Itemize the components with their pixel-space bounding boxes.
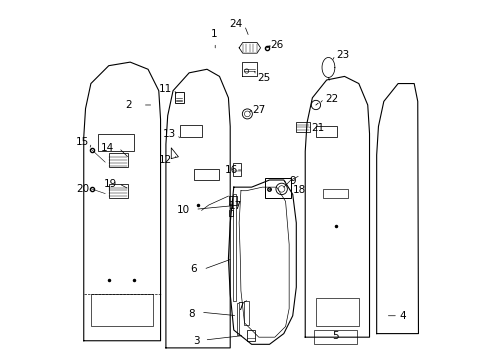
Bar xyxy=(232,163,240,176)
Bar xyxy=(264,178,291,198)
Text: 1: 1 xyxy=(210,29,217,39)
Text: 3: 3 xyxy=(193,337,200,346)
Text: 5: 5 xyxy=(332,331,338,341)
Bar xyxy=(315,126,337,137)
Text: 9: 9 xyxy=(288,176,295,186)
Bar xyxy=(228,196,236,205)
Bar xyxy=(296,122,309,132)
Bar xyxy=(315,298,358,327)
Bar xyxy=(323,189,347,198)
Text: 10: 10 xyxy=(177,205,190,215)
Text: 6: 6 xyxy=(190,264,197,274)
Text: 15: 15 xyxy=(76,138,89,148)
Text: 4: 4 xyxy=(399,311,406,321)
Text: 8: 8 xyxy=(187,309,194,319)
Text: 24: 24 xyxy=(229,18,242,28)
Bar xyxy=(180,125,201,137)
Bar xyxy=(108,184,128,198)
Bar xyxy=(247,330,255,342)
Bar xyxy=(237,303,239,336)
Bar xyxy=(175,93,184,103)
Text: 14: 14 xyxy=(101,143,114,153)
Text: 26: 26 xyxy=(270,40,283,50)
Bar xyxy=(91,294,153,327)
Text: 27: 27 xyxy=(252,105,265,115)
Bar xyxy=(313,330,356,344)
Bar xyxy=(244,301,248,325)
Bar xyxy=(108,153,128,167)
Text: 20: 20 xyxy=(76,184,89,194)
Text: 17: 17 xyxy=(228,201,241,211)
Bar xyxy=(98,134,134,152)
Text: 2: 2 xyxy=(125,100,132,110)
Text: 18: 18 xyxy=(292,185,305,195)
Text: 25: 25 xyxy=(257,73,270,83)
Text: 22: 22 xyxy=(325,94,338,104)
Text: 23: 23 xyxy=(336,50,349,60)
Bar xyxy=(232,194,235,301)
Text: 12: 12 xyxy=(159,156,172,165)
Text: 7: 7 xyxy=(237,302,244,312)
Text: 13: 13 xyxy=(163,129,176,139)
Text: 21: 21 xyxy=(310,123,324,133)
Text: 11: 11 xyxy=(159,84,172,94)
Text: 19: 19 xyxy=(103,179,117,189)
Bar xyxy=(194,169,219,180)
Text: 16: 16 xyxy=(224,165,238,175)
